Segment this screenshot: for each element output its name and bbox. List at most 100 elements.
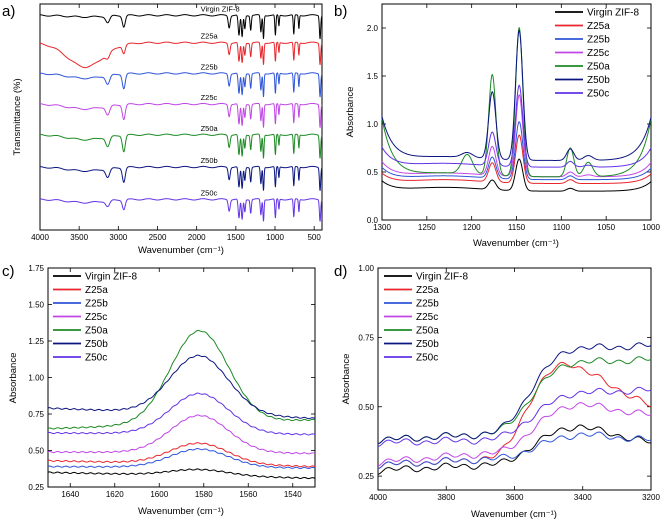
series-line-z50c — [39, 198, 323, 222]
panel-a-frame — [39, 3, 323, 231]
legend-entry: Z25c — [587, 48, 609, 59]
x-tick-label: 1580 — [195, 490, 213, 499]
series-line-z50b — [47, 354, 316, 420]
x-tick-label: 1150 — [508, 223, 526, 232]
trace-label: Z50c — [201, 188, 218, 197]
series-line-z25c — [377, 402, 652, 467]
y-tick-label: 0.75 — [28, 410, 44, 419]
x-tick-label: 2500 — [149, 233, 167, 242]
y-tick-label: 0.5 — [367, 168, 379, 177]
panel-d-letter: d) — [334, 263, 347, 280]
trace-label: Z25c — [201, 93, 218, 102]
legend-entry: Z50b — [416, 339, 439, 350]
panel-d-series — [377, 342, 652, 475]
panel-a-xlabel: Wavenumber (cm⁻¹) — [138, 245, 224, 256]
panel-a: a) 4000 3500 3000 2500 2000 1500 1000 500 Virgi… — [2, 3, 323, 256]
x-tick-label: 1000 — [266, 233, 284, 242]
series-line-virgin-zif-8 — [39, 14, 323, 40]
legend-entry: Virgin ZIF-8 — [416, 272, 468, 283]
x-tick-label: 2000 — [188, 233, 206, 242]
panel-c: c) 1640 1620 1600 1580 1560 15400.250.500.751… — [2, 263, 316, 517]
series-line-z50b — [381, 29, 652, 161]
y-tick-label: 1.75 — [28, 264, 44, 273]
series-line-z25b — [47, 448, 316, 470]
y-tick-label: 2.0 — [367, 24, 379, 33]
panel-c-series — [47, 329, 316, 480]
legend-entry: Virgin ZIF-8 — [85, 272, 137, 283]
series-line-z50a — [47, 329, 316, 430]
x-tick-label: 3500 — [70, 233, 88, 242]
series-line-z25b — [377, 431, 652, 470]
legend-entry: Z50a — [416, 326, 439, 337]
legend-entry: Z25b — [587, 35, 610, 46]
x-tick-label: 3800 — [437, 493, 455, 502]
x-tick-label: 3000 — [109, 233, 127, 242]
panel-a-series — [39, 14, 323, 222]
panel-b: b) 1300 1250 1200 1150 1100 1050 1000 0.0 0.5 1.0… — [334, 3, 660, 249]
series-line-z25c — [39, 102, 323, 128]
x-tick-label: 1100 — [553, 223, 571, 232]
y-tick-label: 0.25 — [358, 472, 374, 481]
panel-c-xlabel: Wavenumber (cm⁻¹) — [138, 506, 224, 517]
x-tick-label: 1500 — [227, 233, 245, 242]
series-line-z25c — [47, 414, 316, 455]
series-line-z25a — [47, 442, 316, 468]
x-tick-label: 1540 — [284, 490, 302, 499]
x-tick-label: 4000 — [369, 493, 387, 502]
series-line-z25c — [381, 94, 652, 178]
series-line-z50b — [377, 342, 652, 445]
panel-d-ylabel: Absorbance — [341, 354, 352, 405]
legend-entry: Z50a — [85, 326, 108, 337]
series-line-z25a — [377, 361, 652, 470]
legend-entry: Z25c — [85, 312, 107, 323]
y-tick-label: 0.0 — [367, 216, 379, 225]
trace-label: Z25b — [201, 62, 218, 71]
x-tick-label: 1300 — [373, 223, 391, 232]
series-line-z25a — [39, 41, 323, 69]
panel-b-ylabel: Absorbance — [345, 87, 356, 138]
y-tick-label: 1.00 — [358, 264, 374, 273]
legend-entry: Z25b — [85, 299, 108, 310]
legend-entry: Z50c — [587, 89, 609, 100]
x-tick-label: 4000 — [31, 233, 49, 242]
panel-c-legend: Virgin ZIF-8 Z25a Z25b Z25c Z50a Z50b Z50c — [53, 272, 137, 364]
panel-c-letter: c) — [2, 263, 15, 280]
x-tick-label: 3400 — [574, 493, 592, 502]
series-line-virgin-zif-8 — [377, 424, 652, 475]
x-tick-label: 1600 — [150, 490, 168, 499]
legend-entry: Z50c — [85, 353, 107, 364]
y-tick-label: 0.25 — [28, 483, 44, 492]
panel-b-ticks: 1300 1250 1200 1150 1100 1050 1000 0.0 0.5 1.0 1.5… — [367, 4, 660, 232]
series-line-z50a — [377, 356, 652, 445]
y-tick-label: 1.00 — [28, 374, 44, 383]
x-tick-label: 3200 — [642, 493, 660, 502]
y-tick-label: 1.5 — [367, 72, 379, 81]
panel-c-ylabel: Absorbance — [8, 353, 19, 404]
series-line-z25b — [381, 121, 652, 181]
x-tick-label: 1050 — [597, 223, 615, 232]
series-line-z25b — [39, 72, 323, 98]
legend-entry: Z25a — [416, 285, 439, 296]
legend-entry: Z25a — [85, 285, 108, 296]
panel-a-trace-labels: Virgin ZIF-8 Z25a Z25b Z25c Z50a Z50b Z50c — [201, 4, 240, 197]
series-line-z25a — [381, 134, 652, 184]
trace-label: Z50a — [201, 124, 219, 133]
series-line-z50b — [39, 165, 323, 191]
x-tick-label: 1000 — [642, 223, 660, 232]
series-line-z50c — [377, 386, 652, 448]
panel-d-legend: Virgin ZIF-8 Z25a Z25b Z25c Z50a Z50b Z50c — [384, 272, 468, 364]
y-tick-label: 1.25 — [28, 337, 44, 346]
x-tick-label: 1560 — [239, 490, 257, 499]
series-line-virgin-zif-8 — [47, 468, 316, 480]
legend-entry: Z50c — [416, 353, 438, 364]
legend-entry: Z25c — [416, 312, 438, 323]
y-tick-label: 0.50 — [358, 403, 374, 412]
y-tick-label: 0.50 — [28, 447, 44, 456]
panel-a-ylabel: Transmittance (%) — [12, 78, 23, 155]
panel-b-xlabel: Wavenumber (cm⁻¹) — [473, 238, 559, 249]
panel-b-legend: Virgin ZIF-8 Z25a Z25b Z25c Z50a Z50b Z50c — [555, 8, 639, 100]
panel-a-letter: a) — [2, 3, 15, 20]
x-tick-label: 1620 — [106, 490, 124, 499]
y-tick-label: 1.50 — [28, 301, 44, 310]
series-line-z50a — [39, 133, 323, 159]
